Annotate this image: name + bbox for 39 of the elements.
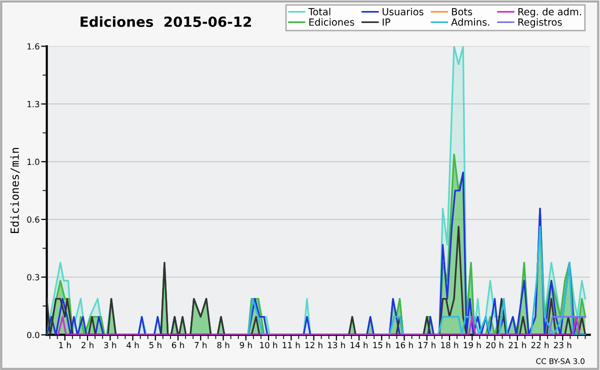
x-tick-label: 2 h: [82, 342, 94, 348]
legend-label: Registros: [518, 18, 562, 28]
y-tick-label: 1.3: [28, 100, 40, 108]
y-tick-label: 1.6: [28, 43, 40, 50]
x-tick-label: 3 h: [104, 342, 116, 348]
x-tick-label: 20 h: [486, 342, 504, 348]
x-tick-label: 1 h: [59, 342, 71, 348]
y-tick-label: 0.0: [27, 332, 40, 338]
y-tick-label: 0.3: [27, 274, 40, 280]
x-tick-label: 22 h: [531, 342, 549, 348]
legend-label: Reg. de adm.: [518, 8, 581, 18]
legend-label: Bots: [452, 8, 472, 16]
legend-label: Usuarios: [382, 8, 424, 16]
x-tick-label: 14 h: [350, 342, 368, 348]
x-tick-label: 6 h: [172, 342, 184, 348]
y-tick-label: 0.6: [27, 216, 40, 223]
x-tick-label: 10 h: [260, 342, 278, 348]
x-tick-label: 18 h: [441, 342, 458, 348]
x-tick-label: 4 h: [126, 342, 139, 348]
y-tick-label: 1.0: [28, 158, 40, 165]
x-tick-label: 8 h: [217, 342, 230, 348]
x-tick-label: 19 h: [464, 342, 481, 348]
legend-label: Ediciones: [309, 18, 354, 26]
x-tick-label: 12 h: [305, 342, 322, 348]
x-tick-label: 13 h: [328, 342, 345, 348]
x-tick-label: 7 h: [194, 342, 207, 348]
x-tick-label: 16 h: [396, 342, 413, 348]
x-tick-label: 21 h: [508, 342, 526, 348]
legend-label: Admins.: [451, 18, 490, 26]
chart-title: Ediciones 2015-06-12: [80, 16, 251, 28]
y-axis-title: Ediciones/min: [10, 148, 20, 233]
x-tick-label: 11 h: [282, 342, 300, 348]
legend-label: IP: [382, 18, 390, 26]
x-tick-label: 23 h: [554, 342, 572, 348]
x-tick-label: 15 h: [373, 342, 390, 348]
x-tick-label: 17 h: [418, 342, 436, 348]
x-tick-label: 5 h: [149, 342, 162, 348]
x-tick-label: 9 h: [240, 342, 252, 348]
legend-label: Total: [308, 8, 330, 16]
